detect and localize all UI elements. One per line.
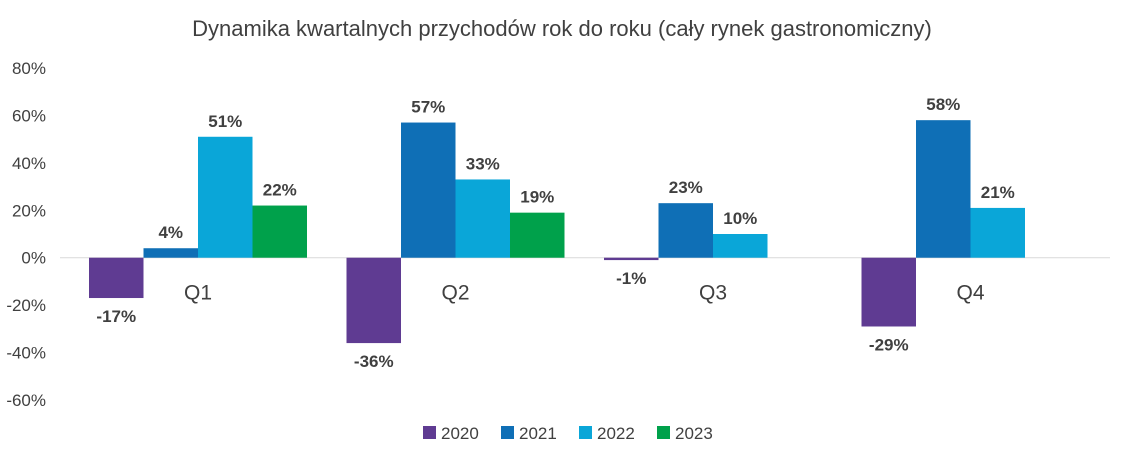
bar-2021-Q3: [658, 203, 713, 258]
y-tick-label: 40%: [12, 154, 46, 173]
legend-label-2023: 2023: [675, 424, 713, 443]
bar-2020-Q2: [346, 257, 401, 344]
legend-swatch-2021: [501, 426, 514, 439]
bar-2023-Q2: [510, 212, 565, 258]
legend: 2020 2021 2022 2023: [423, 424, 713, 443]
data-label-2022-Q3: 10%: [723, 209, 757, 228]
data-label-2021-Q4: 58%: [926, 95, 960, 114]
legend-swatch-2022: [579, 426, 592, 439]
category-label-Q4: Q4: [956, 282, 984, 305]
bars: [89, 120, 1025, 344]
legend-swatch-2023: [657, 426, 670, 439]
data-label-2022-Q2: 33%: [466, 154, 500, 173]
category-labels: Q1 Q2 Q3 Q4: [184, 282, 985, 305]
data-label-2020-Q1: -17%: [96, 307, 136, 326]
legend-label-2021: 2021: [519, 424, 557, 443]
data-label-2022-Q1: 51%: [208, 112, 242, 131]
legend-label-2020: 2020: [441, 424, 479, 443]
bar-2021-Q4: [916, 120, 971, 258]
y-tick-label: -20%: [6, 296, 46, 315]
y-tick-label: 20%: [12, 201, 46, 220]
bar-2022-Q4: [970, 207, 1025, 258]
bar-2022-Q3: [713, 234, 768, 258]
data-label-2022-Q4: 21%: [981, 183, 1015, 202]
data-label-2020-Q2: -36%: [354, 352, 394, 371]
bar-2021-Q2: [401, 122, 456, 258]
bar-2021-Q1: [143, 248, 198, 258]
legend-label-2022: 2022: [597, 424, 635, 443]
data-label-2020-Q3: -1%: [616, 269, 646, 288]
data-label-2021-Q2: 57%: [411, 98, 445, 117]
bar-2020-Q3: [604, 257, 659, 261]
bar-2022-Q2: [455, 179, 510, 258]
data-labels: -17% 4% 51% 22% -36% 57% 33% 19% -1% 23% 10% -29% 58…: [96, 95, 1014, 371]
y-tick-label: 0%: [21, 249, 46, 268]
data-label-2023-Q1: 22%: [263, 181, 297, 200]
bar-2023-Q1: [252, 205, 307, 258]
category-label-Q3: Q3: [699, 282, 727, 305]
chart-title: Dynamika kwartalnych przychodów rok do r…: [192, 16, 932, 41]
data-label-2023-Q2: 19%: [520, 188, 554, 207]
y-tick-label: 80%: [12, 59, 46, 78]
data-label-2020-Q4: -29%: [869, 335, 909, 354]
category-label-Q1: Q1: [184, 282, 212, 305]
y-axis: 80% 60% 40% 20% 0% -20% -40% -60%: [6, 59, 46, 410]
data-label-2021-Q1: 4%: [158, 223, 183, 242]
bar-2020-Q4: [861, 257, 916, 327]
y-tick-label: -60%: [6, 391, 46, 410]
category-label-Q2: Q2: [441, 282, 469, 305]
legend-swatch-2020: [423, 426, 436, 439]
y-tick-label: 60%: [12, 106, 46, 125]
data-label-2021-Q3: 23%: [669, 178, 703, 197]
bar-2022-Q1: [198, 136, 253, 258]
y-tick-label: -40%: [6, 344, 46, 363]
bar-2020-Q1: [89, 257, 144, 299]
